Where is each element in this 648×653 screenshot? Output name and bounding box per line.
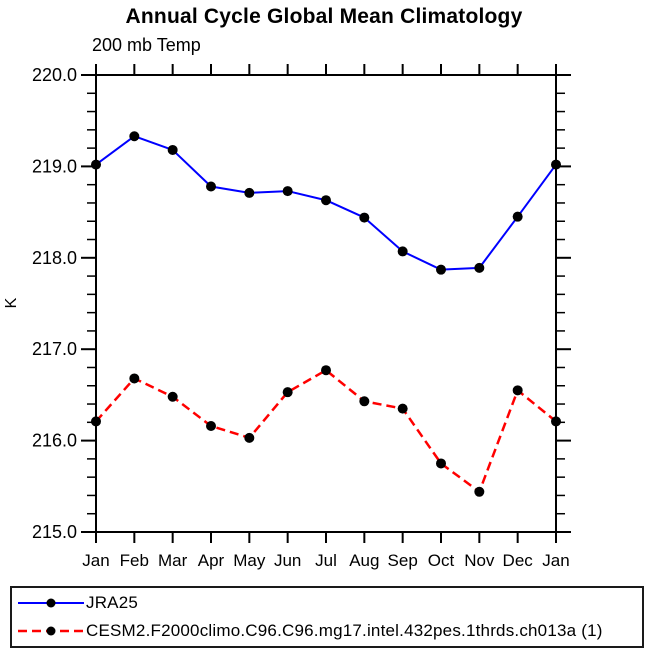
data-point-marker (206, 181, 216, 192)
legend-line-sample-cesm2 (18, 626, 84, 636)
data-point-marker (512, 211, 523, 222)
legend: JRA25 CESM2.F2000climo.C96.C96.mg17.inte… (10, 586, 644, 648)
x-tick-label: Jan (542, 551, 569, 570)
y-tick-label: 220.0 (32, 65, 77, 85)
data-point-marker (206, 420, 216, 431)
data-point-marker (244, 187, 255, 198)
x-tick-label: Feb (120, 551, 149, 570)
data-point-marker (129, 131, 140, 142)
data-point-marker (321, 365, 331, 376)
y-axis-label: K (3, 297, 20, 308)
data-point-marker (359, 396, 370, 407)
data-point-marker (91, 416, 101, 427)
data-point-marker (359, 212, 370, 223)
y-tick-label: 219.0 (32, 156, 77, 176)
data-point-marker (512, 385, 523, 396)
data-point-marker (551, 416, 561, 427)
x-tick-label: Nov (464, 551, 495, 570)
plot-area: K Jan Feb Mar Apr May Jun Jul Aug Sep Oct Nov Dec Ja… (3, 64, 571, 570)
y-tick-label: 218.0 (32, 248, 77, 268)
data-point-marker (282, 186, 293, 197)
chart-subtitle: 200 mb Temp (92, 35, 201, 55)
data-point-marker (129, 373, 140, 384)
x-tick-label: Oct (428, 551, 455, 570)
data-point-marker (436, 264, 446, 275)
x-tick-label: Aug (349, 551, 379, 570)
x-tick-label: Jan (82, 551, 109, 570)
x-tick-label: Sep (388, 551, 418, 570)
y-tick-label: 217.0 (32, 339, 77, 359)
legend-label-cesm2: CESM2.F2000climo.C96.C96.mg17.intel.432p… (86, 621, 603, 640)
data-point-marker (244, 432, 255, 443)
data-point-marker (167, 391, 178, 402)
data-point-marker (91, 159, 101, 170)
legend-item-cesm2: CESM2.F2000climo.C96.C96.mg17.intel.432p… (16, 618, 642, 644)
x-tick-label: Jul (315, 551, 337, 570)
data-point-marker (436, 458, 446, 469)
legend-label-jra25: JRA25 (86, 593, 139, 612)
data-point-marker (551, 159, 561, 170)
series-line-1 (95, 368, 557, 494)
x-tick-label: Jun (274, 551, 301, 570)
data-point-marker (397, 403, 408, 414)
x-tick-label: Dec (503, 551, 534, 570)
x-tick-label: Mar (158, 551, 188, 570)
data-point-marker (167, 144, 178, 155)
x-tick-label: May (233, 551, 266, 570)
data-point-marker (474, 262, 485, 273)
data-point-marker (474, 486, 485, 497)
y-tick-label: 216.0 (32, 431, 77, 451)
plot-frame (95, 74, 557, 533)
chart-title: Annual Cycle Global Mean Climatology (125, 5, 523, 28)
legend-item-jra25: JRA25 (16, 590, 642, 616)
x-tick-label: Apr (198, 551, 225, 570)
data-point-marker (397, 246, 408, 257)
data-point-marker (321, 195, 331, 206)
legend-line-sample-jra25 (18, 598, 84, 608)
y-tick-label: 215.0 (32, 522, 77, 542)
data-point-marker (282, 387, 293, 398)
